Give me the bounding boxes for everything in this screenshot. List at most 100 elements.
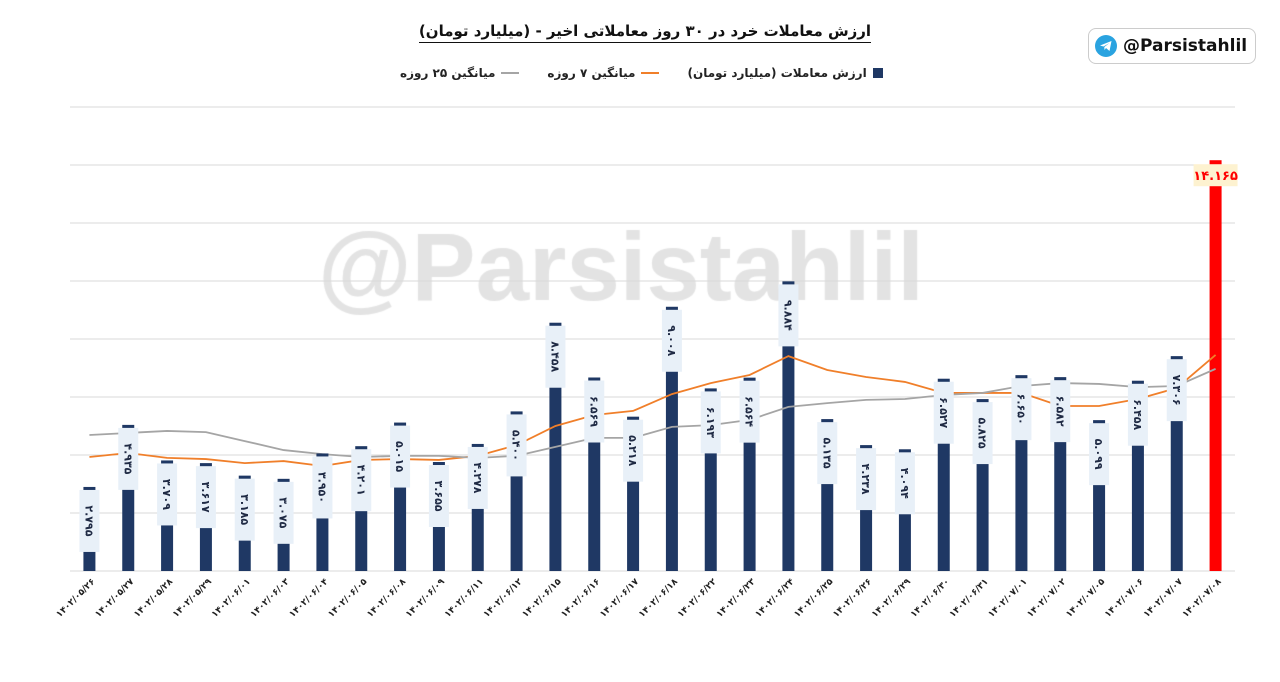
bar-cap bbox=[898, 449, 911, 453]
data-label-box bbox=[1166, 359, 1187, 422]
data-label: ۳.۱۸۵ bbox=[238, 494, 251, 525]
x-tick-label: ۱۴۰۲/۰۶/۰۱ bbox=[210, 577, 253, 620]
bar-cap bbox=[1054, 377, 1067, 381]
bar-cap bbox=[471, 443, 484, 447]
x-tick-label: ۱۴۰۲/۰۶/۰۹ bbox=[404, 577, 447, 620]
x-tick-label: ۱۴۰۲/۰۶/۳۱ bbox=[948, 577, 991, 620]
bar-cap bbox=[510, 411, 523, 415]
data-label: ۵.۱۳۵ bbox=[820, 438, 833, 469]
x-tick-label: ۱۴۰۲/۰۶/۱۱ bbox=[443, 577, 486, 620]
bar-cap bbox=[83, 486, 96, 490]
data-label-box bbox=[584, 380, 605, 443]
data-label-box bbox=[1050, 380, 1071, 443]
data-label: ۹.۸۸۴ bbox=[781, 300, 794, 331]
legend-item-ma25: میانگین ۲۵ روزه bbox=[400, 66, 520, 80]
data-label-box bbox=[195, 466, 216, 529]
bar-cap bbox=[355, 446, 368, 450]
data-label: ۶.۵۲۷ bbox=[937, 397, 950, 428]
x-tick-label: ۱۴۰۲/۰۶/۲۴ bbox=[754, 577, 797, 620]
x-tick-label: ۱۴۰۲/۰۷/۰۱ bbox=[987, 577, 1030, 620]
x-tick-label: ۱۴۰۲/۰۶/۰۸ bbox=[365, 577, 408, 620]
data-label: ۳.۹۵۰ bbox=[315, 472, 328, 503]
data-label: ۴.۲۷۸ bbox=[471, 462, 484, 493]
data-label-box bbox=[312, 456, 333, 519]
data-label-box bbox=[157, 463, 178, 526]
data-label-box bbox=[739, 380, 760, 443]
telegram-badge[interactable]: @Parsistahlil bbox=[1088, 28, 1256, 64]
legend-item-bars: ارزش معاملات (میلیارد تومان) bbox=[687, 66, 883, 80]
data-label-box bbox=[351, 449, 372, 512]
x-tick-label: ۱۴۰۲/۰۶/۲۵ bbox=[793, 577, 836, 620]
x-tick-label: ۱۴۰۲/۰۵/۲۷ bbox=[94, 577, 137, 620]
bar bbox=[782, 284, 795, 571]
data-label: ۴.۹۳۵ bbox=[121, 443, 134, 474]
data-label-box bbox=[545, 325, 566, 388]
bar-cap bbox=[238, 475, 251, 479]
data-label: ۶.۵۸۲ bbox=[1053, 396, 1066, 427]
x-tick-label: ۱۴۰۲/۰۷/۰۸ bbox=[1181, 577, 1224, 620]
data-label-box bbox=[1127, 383, 1148, 446]
data-label-box bbox=[467, 446, 488, 509]
chart-title-text: ارزش معاملات خرد در ۳۰ روز معاملاتی اخیر… bbox=[418, 22, 872, 43]
data-label: ۹.۰۰۸ bbox=[665, 325, 678, 356]
bar-cap bbox=[122, 424, 135, 428]
data-label: ۴.۲۳۸ bbox=[859, 464, 872, 495]
data-label-box bbox=[700, 391, 721, 454]
data-label: ۵.۲۱۸ bbox=[626, 435, 639, 466]
legend-item-ma7: میانگین ۷ روزه bbox=[547, 66, 660, 80]
telegram-handle: @Parsistahlil bbox=[1123, 36, 1248, 56]
x-tick-label: ۱۴۰۲/۰۶/۳۰ bbox=[909, 577, 952, 620]
bar-cap bbox=[743, 377, 756, 381]
data-label: ۷.۳۰۶ bbox=[1170, 375, 1183, 406]
ma7-line bbox=[89, 354, 1217, 467]
x-tick-label: ۱۴۰۲/۰۶/۲۹ bbox=[870, 577, 913, 620]
bar-cap bbox=[821, 419, 834, 423]
data-label-box bbox=[79, 489, 100, 552]
data-label: ۳.۷۰۹ bbox=[160, 479, 173, 510]
legend-label-bars: ارزش معاملات (میلیارد تومان) bbox=[687, 66, 867, 80]
data-label-box bbox=[1089, 423, 1110, 486]
x-tick-label: ۱۴۰۲/۰۶/۱۲ bbox=[482, 577, 525, 620]
x-tick-label: ۱۴۰۲/۰۶/۰۵ bbox=[327, 577, 370, 620]
bar bbox=[665, 309, 678, 571]
data-label-box bbox=[506, 414, 527, 477]
x-tick-label: ۱۴۰۲/۰۶/۱۶ bbox=[560, 577, 603, 620]
bar-cap bbox=[161, 460, 174, 464]
legend-swatch-ma25 bbox=[501, 72, 520, 74]
data-label: ۳.۰۷۵ bbox=[277, 497, 290, 528]
data-label-box bbox=[1193, 164, 1238, 187]
data-label: ۶.۵۶۴ bbox=[743, 396, 756, 427]
data-label-box bbox=[390, 425, 411, 488]
data-label: ۱۴.۱۶۵ bbox=[1193, 169, 1238, 184]
data-label: ۵.۴۰۰ bbox=[510, 430, 523, 461]
data-label: ۵.۰۹۹ bbox=[1092, 439, 1105, 470]
data-label: ۵.۸۲۵ bbox=[976, 418, 989, 449]
x-tick-label: ۱۴۰۲/۰۶/۱۷ bbox=[598, 577, 641, 620]
bar-cap bbox=[782, 281, 795, 285]
bar-cap bbox=[704, 388, 717, 392]
x-tick-label: ۱۴۰۲/۰۵/۲۹ bbox=[171, 577, 214, 620]
legend-label-ma25: میانگین ۲۵ روزه bbox=[400, 66, 496, 80]
bar-cap bbox=[937, 378, 950, 382]
data-label-box bbox=[118, 427, 139, 490]
data-label-box bbox=[428, 465, 449, 528]
bar-cap bbox=[1093, 420, 1106, 424]
legend-label-ma7: میانگین ۷ روزه bbox=[547, 66, 636, 80]
bar-cap bbox=[394, 422, 407, 426]
bar-cap bbox=[277, 478, 290, 482]
legend-swatch-ma7 bbox=[641, 72, 660, 74]
x-tick-label: ۱۴۰۲/۰۶/۲۳ bbox=[715, 577, 758, 620]
data-label-box bbox=[817, 422, 838, 485]
data-label: ۶.۱۹۳ bbox=[704, 407, 717, 438]
data-label: ۲.۷۹۵ bbox=[82, 505, 95, 536]
bar-cap bbox=[588, 377, 601, 381]
bar-cap bbox=[1170, 356, 1183, 360]
x-tick-label: ۱۴۰۲/۰۷/۰۶ bbox=[1103, 577, 1146, 620]
data-label-box bbox=[933, 381, 954, 444]
x-tick-label: ۱۴۰۲/۰۷/۰۷ bbox=[1142, 577, 1185, 620]
x-tick-label: ۱۴۰۲/۰۶/۱۸ bbox=[637, 577, 680, 620]
data-label-box bbox=[972, 402, 993, 465]
data-label: ۵.۰۱۵ bbox=[393, 441, 406, 472]
data-label-box bbox=[234, 478, 255, 541]
